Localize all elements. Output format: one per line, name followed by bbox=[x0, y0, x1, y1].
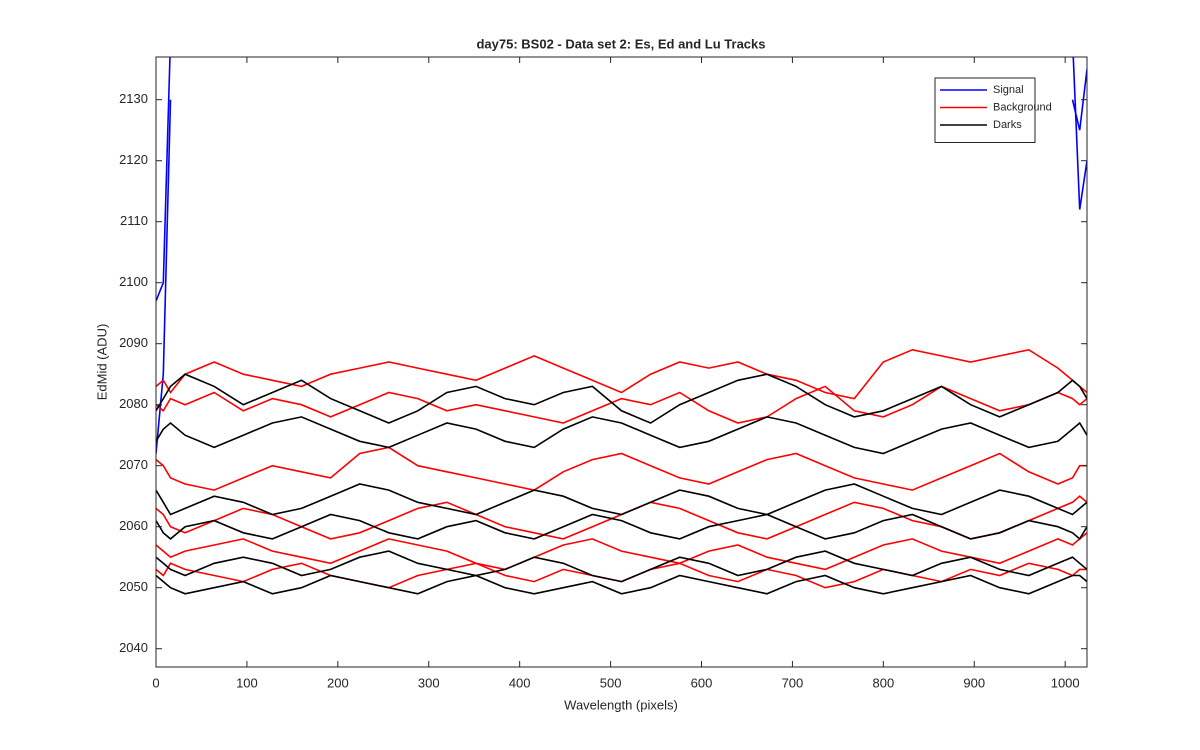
y-tick-label: 2080 bbox=[119, 396, 148, 411]
x-tick-label: 400 bbox=[509, 675, 531, 690]
y-tick-label: 2110 bbox=[120, 213, 148, 228]
x-tick-label: 500 bbox=[600, 675, 622, 690]
series-line bbox=[156, 348, 1087, 400]
x-tick-label: 600 bbox=[691, 675, 713, 690]
legend-box bbox=[934, 77, 1036, 143]
series-line bbox=[156, 57, 1087, 302]
series-line bbox=[156, 483, 1087, 516]
y-tick-label: 2130 bbox=[119, 91, 148, 106]
series-line bbox=[156, 550, 1087, 583]
legend-label: Background bbox=[993, 101, 1052, 113]
x-tick-label: 700 bbox=[782, 675, 804, 690]
y-tick-label: 2050 bbox=[119, 579, 148, 594]
y-tick-label: 2120 bbox=[119, 152, 148, 167]
x-tick-label: 900 bbox=[963, 675, 985, 690]
legend-label: Darks bbox=[993, 119, 1022, 131]
y-tick-label: 2090 bbox=[119, 335, 148, 350]
series-line bbox=[156, 574, 1087, 595]
series-line bbox=[156, 385, 1087, 424]
x-tick-label: 1000 bbox=[1051, 675, 1080, 690]
y-tick-label: 2070 bbox=[119, 457, 148, 472]
y-tick-label: 2060 bbox=[119, 518, 148, 533]
axes-box bbox=[155, 56, 1088, 668]
chart-title: day75: BS02 - Data set 2: Es, Ed and Lu … bbox=[476, 36, 765, 51]
series-line bbox=[156, 446, 1087, 491]
series-line bbox=[156, 416, 1087, 455]
x-axis-label: Wavelength (pixels) bbox=[564, 697, 678, 712]
x-tick-label: 200 bbox=[327, 675, 349, 690]
x-tick-label: 800 bbox=[872, 675, 894, 690]
x-tick-label: 0 bbox=[152, 675, 159, 690]
y-tick-label: 2100 bbox=[119, 274, 148, 289]
y-axis-label: EdMid (ADU) bbox=[94, 324, 109, 401]
plot-area bbox=[156, 57, 1087, 667]
x-tick-label: 100 bbox=[236, 675, 258, 690]
series-line bbox=[156, 373, 1087, 424]
y-tick-label: 2040 bbox=[119, 640, 148, 655]
series-line bbox=[156, 513, 1087, 541]
series-line bbox=[156, 69, 1087, 454]
plot-lines bbox=[156, 57, 1087, 595]
legend-label: Signal bbox=[993, 84, 1024, 96]
x-tick-label: 300 bbox=[418, 675, 440, 690]
